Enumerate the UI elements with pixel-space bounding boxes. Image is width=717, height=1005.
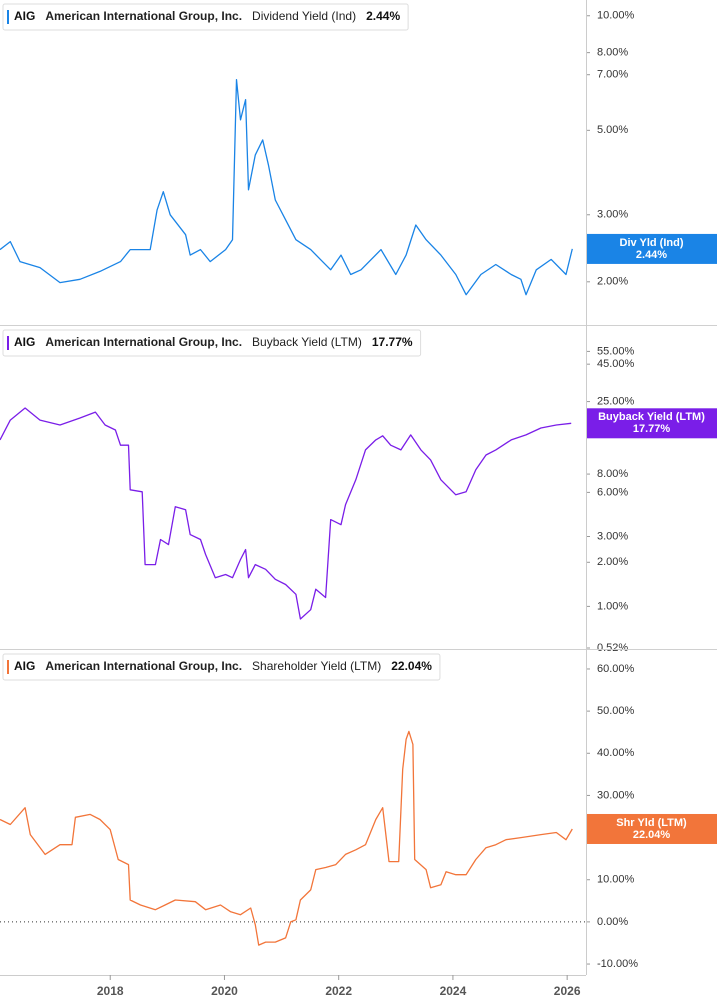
y-tick-label: 0.52% xyxy=(597,642,628,654)
y-tick-label: 50.00% xyxy=(597,705,635,717)
y-tick-label: 45.00% xyxy=(597,358,635,370)
ticker: AIG xyxy=(14,9,35,23)
company-name: American International Group, Inc. xyxy=(45,659,242,673)
value-badge xyxy=(586,813,717,844)
y-tick-label: 0.00% xyxy=(597,916,628,928)
badge-value: 22.04% xyxy=(633,829,671,841)
y-tick-label: 10.00% xyxy=(597,10,635,22)
current-value: 22.04% xyxy=(391,659,432,673)
y-tick-label: 30.00% xyxy=(597,789,635,801)
y-tick-label: 10.00% xyxy=(597,874,635,886)
ticker: AIG xyxy=(14,659,35,673)
header-marker xyxy=(7,336,9,350)
value-badge xyxy=(586,408,717,439)
header-box xyxy=(2,329,422,357)
data-line xyxy=(0,79,573,296)
y-tick-label: 3.00% xyxy=(597,209,628,221)
x-tick-label: 2024 xyxy=(440,984,467,998)
y-tick-label: 5.00% xyxy=(597,124,628,136)
current-value: 17.77% xyxy=(372,335,413,349)
x-tick-label: 2018 xyxy=(97,984,124,998)
y-tick-label: 25.00% xyxy=(597,395,635,407)
header-marker xyxy=(7,10,9,24)
company-name: American International Group, Inc. xyxy=(45,9,242,23)
y-tick-label: 55.00% xyxy=(597,345,635,357)
metric-name: Dividend Yield (Ind) xyxy=(252,9,356,23)
y-tick-label: 8.00% xyxy=(597,468,628,480)
y-tick-label: 7.00% xyxy=(597,69,628,81)
metric-name: Shareholder Yield (LTM) xyxy=(252,659,381,673)
x-tick-label: 2020 xyxy=(211,984,238,998)
data-line xyxy=(0,730,573,946)
header-box xyxy=(2,653,441,681)
y-tick-label: 8.00% xyxy=(597,47,628,59)
company-name: American International Group, Inc. xyxy=(45,335,242,349)
x-tick-label: 2026 xyxy=(554,984,581,998)
y-tick-label: 2.00% xyxy=(597,276,628,288)
y-tick-label: 2.00% xyxy=(597,556,628,568)
y-tick-label: 1.00% xyxy=(597,600,628,612)
data-line xyxy=(0,407,572,620)
badge-label: Buyback Yield (LTM) xyxy=(598,411,705,423)
metric-name: Buyback Yield (LTM) xyxy=(252,335,362,349)
header-box xyxy=(2,3,409,31)
badge-value: 2.44% xyxy=(636,249,667,261)
badge-value: 17.77% xyxy=(633,423,671,435)
x-tick-label: 2022 xyxy=(325,984,352,998)
y-tick-label: 3.00% xyxy=(597,530,628,542)
y-tick-label: 60.00% xyxy=(597,663,635,675)
y-tick-label: -10.00% xyxy=(597,958,638,970)
y-tick-label: 6.00% xyxy=(597,486,628,498)
value-badge xyxy=(586,233,717,264)
badge-label: Shr Yld (LTM) xyxy=(616,817,687,829)
header-marker xyxy=(7,660,9,674)
y-tick-label: 40.00% xyxy=(597,747,635,759)
ticker: AIG xyxy=(14,335,35,349)
badge-label: Div Yld (Ind) xyxy=(620,237,684,249)
current-value: 2.44% xyxy=(366,9,400,23)
